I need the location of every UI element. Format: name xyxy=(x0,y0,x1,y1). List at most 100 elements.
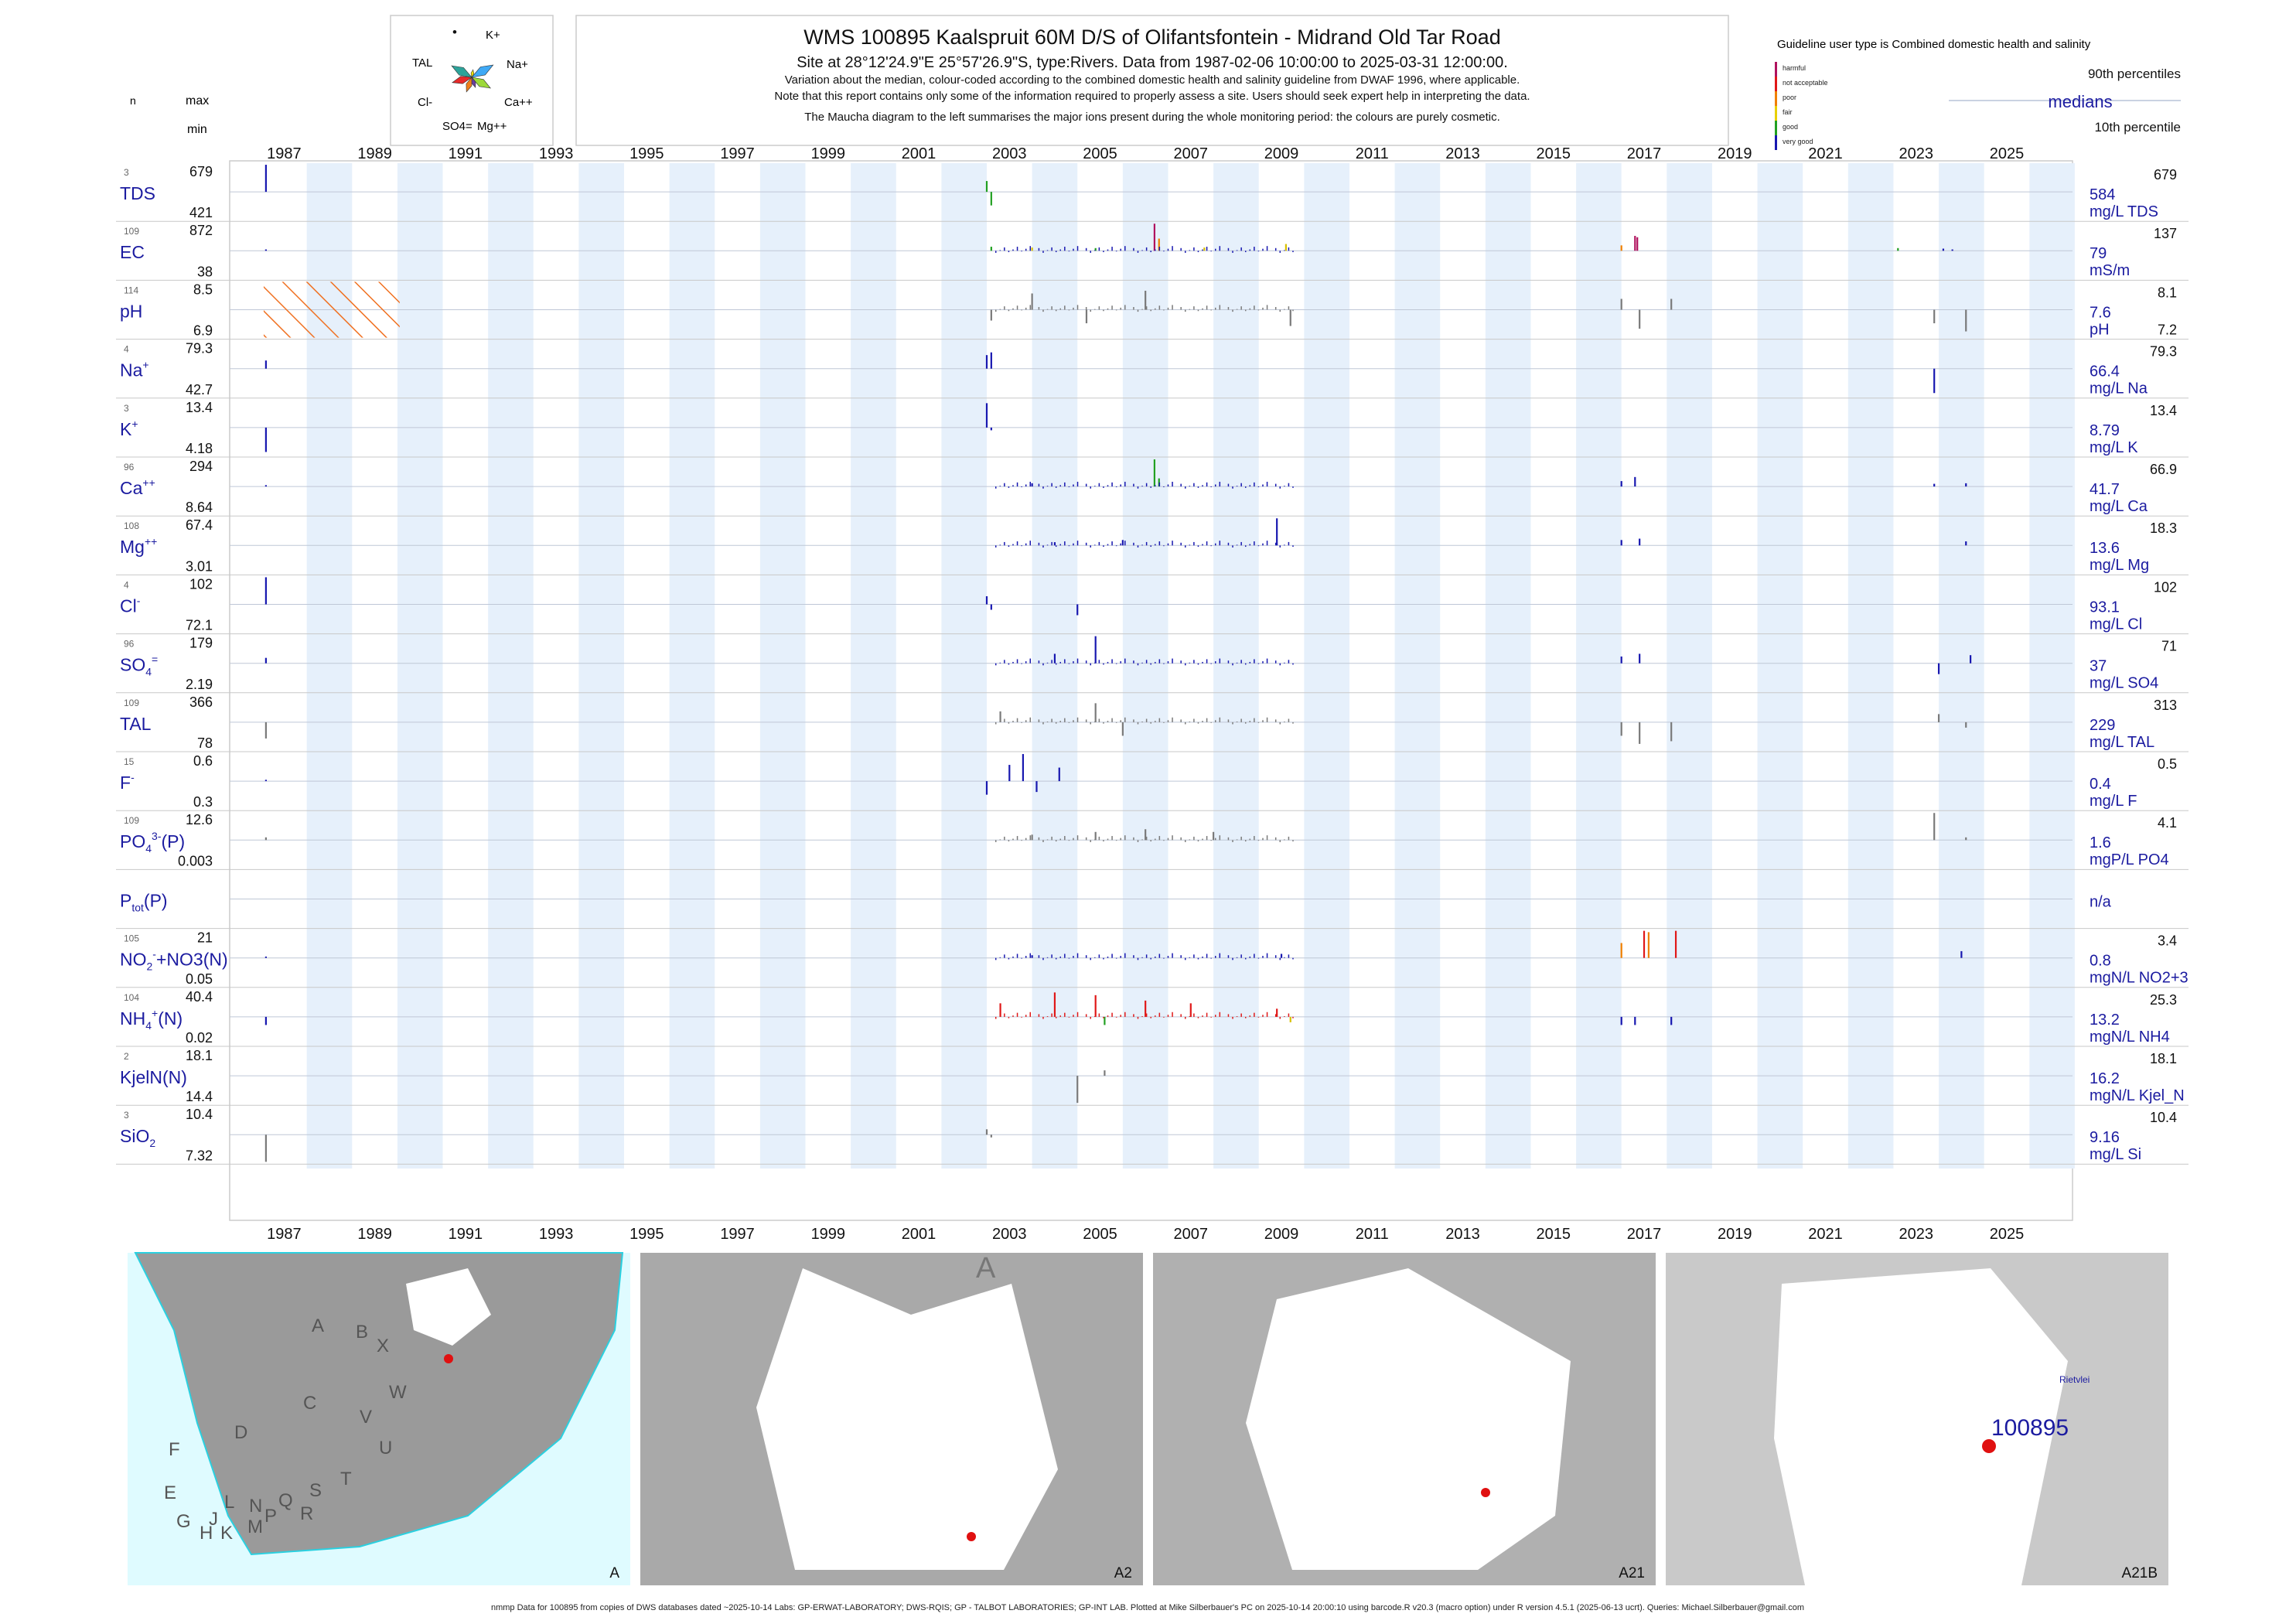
param-min: 4.18 xyxy=(186,441,213,456)
map-catchment xyxy=(1774,1268,2068,1585)
map-region-letter: E xyxy=(164,1482,176,1503)
map-region-letter: U xyxy=(379,1438,392,1459)
param-row: Ptot(P) n/a xyxy=(116,890,2189,930)
page-title: WMS 100895 Kaalspruit 60M D/S of Olifant… xyxy=(803,26,1500,49)
legend-swatch xyxy=(1775,135,1777,150)
map-region-letter: R xyxy=(300,1503,313,1524)
year-label-bottom: 1987 xyxy=(267,1226,302,1243)
col-header-n: n xyxy=(130,94,136,107)
param-unit: mgN/L NH4 xyxy=(2090,1029,2170,1046)
param-unit: mg/L Cl xyxy=(2090,616,2142,633)
year-band xyxy=(1304,163,1349,1169)
param-max: 102 xyxy=(189,576,213,592)
param-median: 37 xyxy=(2090,658,2107,675)
param-label: F- xyxy=(120,771,135,793)
map-catchment xyxy=(406,1268,491,1346)
maucha-label-dot: • xyxy=(452,25,457,39)
year-label-top: 2011 xyxy=(1356,145,1389,162)
param-unit: mg/L K xyxy=(2090,439,2138,456)
map-region-letter: S xyxy=(309,1480,322,1501)
maucha-label-so4: SO4= xyxy=(442,120,473,133)
year-label-bottom: 2025 xyxy=(1990,1226,2025,1243)
param-max: 21 xyxy=(197,930,213,946)
place-label: Rietvlei xyxy=(2059,1374,2090,1385)
year-label-top: 1997 xyxy=(720,145,755,162)
map-region-letter: A xyxy=(976,1252,996,1285)
map-region-letter: J xyxy=(209,1509,218,1530)
map-region-letter: B xyxy=(356,1322,368,1343)
note-line-3: The Maucha diagram to the left summarise… xyxy=(804,111,1500,124)
param-label: K+ xyxy=(120,418,138,439)
param-median: 66.4 xyxy=(2090,363,2120,380)
param-median: 8.79 xyxy=(2090,422,2120,439)
maucha-petals xyxy=(451,64,494,93)
param-max: 872 xyxy=(189,223,213,238)
param-p90: 679 xyxy=(2154,167,2177,183)
maucha-petal xyxy=(471,77,491,89)
param-unit: mgN/L NO2+3 xyxy=(2090,970,2189,987)
param-label: TAL xyxy=(120,714,152,734)
year-label-top: 1991 xyxy=(449,145,483,162)
param-label: Cl- xyxy=(120,594,141,616)
param-n: 4 xyxy=(124,344,129,355)
param-n: 109 xyxy=(124,698,139,708)
map-caption: A21 xyxy=(1619,1565,1645,1581)
param-label-sup: - xyxy=(131,771,135,783)
param-median: 41.7 xyxy=(2090,481,2120,498)
param-unit: mg/L TAL xyxy=(2090,734,2154,751)
param-max: 679 xyxy=(189,164,213,179)
year-label-bottom: 2013 xyxy=(1445,1226,1480,1243)
year-label-top: 2017 xyxy=(1627,145,1662,162)
map-region-letter: A xyxy=(312,1315,324,1336)
year-label-top: 2023 xyxy=(1899,145,1934,162)
footer-credits: nmmp Data for 100895 from copies of DWS … xyxy=(491,1603,1804,1612)
maucha-label-ca: Ca++ xyxy=(504,96,533,109)
param-n: 3 xyxy=(124,403,129,414)
param-p90: 18.1 xyxy=(2150,1051,2177,1066)
param-label-base: TAL xyxy=(120,714,152,734)
year-label-bottom: 1999 xyxy=(811,1226,846,1243)
param-median: 13.2 xyxy=(2090,1012,2120,1029)
param-min: 8.64 xyxy=(186,500,213,515)
year-label-bottom: 1989 xyxy=(357,1226,392,1243)
param-min: 72.1 xyxy=(186,618,213,633)
param-label: Mg++ xyxy=(120,535,157,557)
param-label-tail: +NO3(N) xyxy=(156,950,228,970)
param-label-sub: tot xyxy=(131,901,144,913)
param-p90: 13.4 xyxy=(2150,403,2177,418)
param-label-sub: 2 xyxy=(147,960,153,973)
year-label-bottom: 2009 xyxy=(1264,1226,1299,1243)
year-label-bottom: 1995 xyxy=(629,1226,664,1243)
param-min: 78 xyxy=(197,735,213,751)
legend-class-label: good xyxy=(1783,123,1798,131)
param-label-sub: 4 xyxy=(145,842,152,855)
year-label-top: 2019 xyxy=(1718,145,1752,162)
param-max: 40.4 xyxy=(186,989,213,1005)
map-caption: A xyxy=(609,1565,619,1581)
year-band xyxy=(2029,163,2075,1169)
year-label-top: 2015 xyxy=(1537,145,1571,162)
param-median: 0.8 xyxy=(2090,953,2111,970)
param-label-base: Ca xyxy=(120,478,143,498)
param-unit: mg/L SO4 xyxy=(2090,675,2158,692)
param-max: 12.6 xyxy=(186,812,213,827)
param-median: 584 xyxy=(2090,186,2115,203)
param-n: 4 xyxy=(124,579,129,590)
param-label-base: EC xyxy=(120,242,145,262)
maucha-petal xyxy=(471,64,494,78)
param-min: 0.3 xyxy=(193,794,213,810)
param-max: 179 xyxy=(189,636,213,651)
legend-class-label: poor xyxy=(1783,94,1796,101)
param-min: 2.19 xyxy=(186,677,213,692)
map-catchment xyxy=(756,1268,1058,1570)
param-median: 7.6 xyxy=(2090,304,2111,321)
param-label-base: NO xyxy=(120,950,147,970)
year-label-bottom: 2007 xyxy=(1174,1226,1209,1243)
param-p90: 4.1 xyxy=(2158,815,2177,831)
site-marker xyxy=(1481,1488,1490,1497)
year-band xyxy=(1122,163,1168,1169)
map-region-letter: W xyxy=(389,1382,407,1403)
map-region-letter: L xyxy=(224,1492,234,1513)
param-p90: 66.9 xyxy=(2150,462,2177,477)
